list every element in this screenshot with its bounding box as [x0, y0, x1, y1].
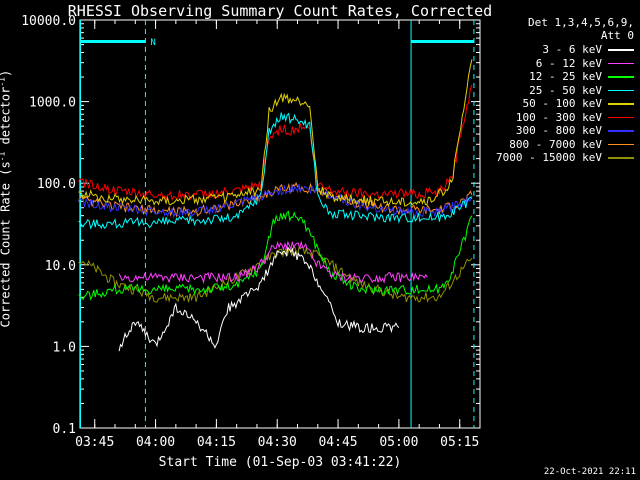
legend-label: 3 - 6 keV [542, 43, 602, 56]
legend-label: 25 - 50 keV [529, 83, 602, 97]
legend-entry: 300 - 800 keV [496, 124, 634, 138]
legend-label: 7000 - 15000 keV [496, 151, 602, 164]
legend-entry: 50 - 100 keV [496, 97, 634, 111]
attenuator-state: Att 0 [600, 29, 634, 42]
series-line [118, 240, 428, 285]
x-tick-label: 04:45 [318, 435, 357, 450]
legend-entry: 100 - 300 keV [496, 111, 634, 125]
detector-header: Det 1,3,4,5,6,9, Att 0 [528, 16, 634, 42]
series-line [78, 210, 473, 301]
night-bar [80, 40, 146, 43]
y-tick-label: 1.0 [53, 340, 76, 355]
x-tick-label: 04:15 [197, 435, 236, 450]
legend-label: 12 - 25 keV [529, 70, 602, 83]
legend-label: 6 - 12 keV [535, 56, 602, 70]
series-line [118, 246, 400, 352]
legend-label: 300 - 800 keV [515, 124, 602, 137]
y-tick-label: 1000.0 [29, 96, 76, 111]
timestamp: 22-Oct-2021 22:11 [543, 467, 636, 477]
y-axis-label-main: Corrected Count Rate (s [0, 161, 13, 328]
legend-swatch [608, 143, 634, 145]
legend-entry: 25 - 50 keV [496, 84, 634, 98]
x-tick-label: 05:00 [379, 435, 418, 450]
legend-swatch [608, 49, 634, 51]
legend-entry: 6 - 12 keV [496, 57, 634, 71]
y-axis-label-end: ) [0, 70, 13, 77]
y-axis-label: Corrected Count Rate (s-1 detector-1) [0, 70, 13, 328]
y-axis-label-suffix: detector [0, 86, 13, 145]
legend-swatch [608, 157, 634, 159]
legend-swatch [608, 76, 634, 78]
detector-list: Det 1,3,4,5,6,9, [528, 16, 634, 29]
plot-frame [79, 19, 481, 429]
chart-title: RHESSI Observing Summary Count Rates, Co… [67, 2, 493, 20]
legend-entry: 7000 - 15000 keV [496, 151, 634, 165]
series-line [78, 112, 473, 230]
x-tick-label: 04:30 [258, 435, 297, 450]
series-line [78, 59, 473, 208]
series-line [78, 181, 473, 218]
legend: 3 - 6 keV 6 - 12 keV 12 - 25 keV 25 - 50 ke… [496, 43, 634, 165]
legend-swatch [608, 89, 634, 91]
night-bar [411, 40, 474, 43]
night-marker: N [150, 38, 155, 48]
legend-entry: 12 - 25 keV [496, 70, 634, 84]
legend-label: 100 - 300 keV [515, 110, 602, 124]
series-line [78, 84, 473, 202]
legend-swatch [608, 62, 634, 64]
y-tick-label: 10.0 [45, 259, 76, 274]
x-tick-label: 03:45 [75, 435, 114, 450]
y-tick-label: 0.1 [53, 422, 76, 437]
y-tick-label: 10000.0 [21, 14, 76, 29]
y-axis-label-sup: -1 [0, 151, 7, 162]
legend-swatch [608, 103, 634, 105]
x-tick-label: 05:15 [440, 435, 479, 450]
legend-swatch [608, 116, 634, 118]
legend-label: 800 - 7000 keV [509, 137, 602, 151]
legend-swatch [608, 130, 634, 132]
legend-entry: 3 - 6 keV [496, 43, 634, 57]
series-line [78, 184, 473, 219]
legend-entry: 800 - 7000 keV [496, 138, 634, 152]
x-tick-label: 04:00 [136, 435, 175, 450]
legend-label: 50 - 100 keV [522, 97, 602, 110]
y-tick-label: 100.0 [37, 177, 76, 192]
x-axis-label: Start Time (01-Sep-03 03:41:22) [158, 455, 402, 470]
y-axis-label-sup2: -1 [0, 77, 7, 87]
